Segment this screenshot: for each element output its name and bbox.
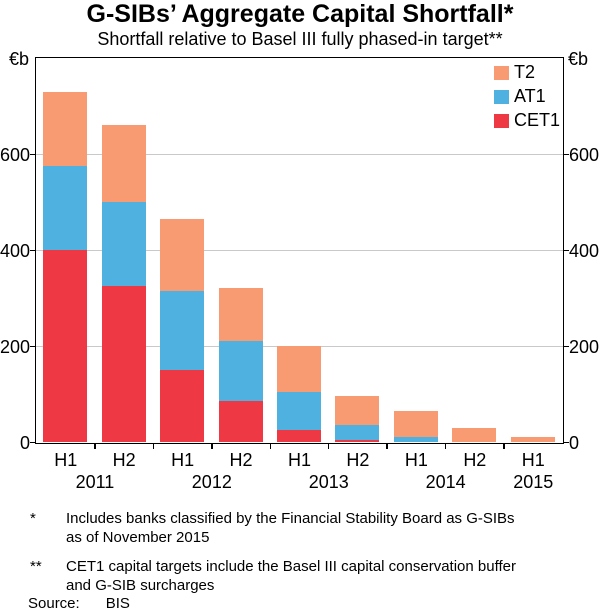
- footnote-text-line: as of November 2015: [66, 529, 210, 546]
- bar-3-t2-segment: [160, 218, 205, 291]
- x-category-label: H1: [287, 450, 311, 470]
- x-category-label: H2: [229, 450, 253, 470]
- bar-4-cet1-segment: [218, 401, 263, 442]
- footnote-text-line: Includes banks classified by the Financi…: [66, 510, 515, 527]
- y-tick-label-left: 200: [0, 336, 31, 357]
- legend-label: T2: [513, 62, 535, 82]
- y-tick-mark-right: [564, 153, 569, 156]
- bar-4-t2-segment: [218, 288, 263, 342]
- bar-5-cet1-segment: [277, 430, 321, 442]
- x-category-label: H2: [463, 450, 487, 470]
- bar-4-at1-segment: [218, 341, 263, 402]
- bar-6-at1-segment: [335, 425, 380, 440]
- x-tick-mark: [503, 444, 505, 449]
- y-axis-unit-right: €b: [568, 49, 589, 69]
- source-label: Source:: [28, 595, 80, 612]
- gridline-600: [36, 153, 563, 155]
- legend-item-cet1: CET1: [493, 110, 560, 130]
- x-year-label: 2015: [513, 472, 554, 492]
- x-category-label: H1: [404, 450, 428, 470]
- x-year-label: 2012: [191, 472, 232, 492]
- x-year-label: 2013: [308, 472, 349, 492]
- y-axis-unit-left: €b: [9, 49, 30, 69]
- bar-9-t2-segment: [510, 437, 555, 442]
- legend-swatch-cet1: [493, 113, 509, 128]
- chart-subtitle: Shortfall relative to Basel III fully ph…: [97, 29, 503, 49]
- footnote-2: ** CET1 capital targets include the Base…: [0, 557, 600, 595]
- y-tick-mark-right: [564, 345, 569, 348]
- legend-swatch-t2: [493, 65, 509, 80]
- x-year-label: 2011: [75, 472, 115, 492]
- bar-6-cet1-segment: [335, 439, 380, 442]
- bar-8-t2-segment: [452, 427, 497, 442]
- y-tick-mark-left: [30, 441, 35, 444]
- bar-1-t2-segment: [43, 91, 88, 166]
- bar-3-cet1-segment: [160, 370, 205, 442]
- x-tick-mark: [269, 444, 272, 449]
- bar-1-cet1-segment: [43, 250, 88, 442]
- y-tick-mark-right: [564, 249, 569, 252]
- x-tick-mark: [444, 444, 447, 449]
- chart-title: G-SIBs’ Aggregate Capital Shortfall*: [86, 0, 514, 28]
- plot-area: T2 AT1 CET1: [35, 57, 564, 444]
- bar-2-cet1-segment: [101, 286, 146, 442]
- x-category-label: H2: [112, 450, 136, 470]
- y-tick-mark-left: [30, 345, 35, 348]
- bar-5-at1-segment: [277, 391, 321, 430]
- x-tick-mark: [211, 444, 213, 449]
- x-tick-mark: [152, 444, 155, 449]
- y-tick-label-left: 600: [0, 144, 31, 165]
- x-tick-mark: [94, 444, 96, 449]
- legend-label: AT1: [513, 86, 546, 106]
- legend-item-at1: AT1: [493, 86, 560, 106]
- legend-item-t2: T2: [493, 62, 560, 82]
- legend: T2 AT1 CET1: [493, 62, 560, 137]
- x-category-label: H2: [346, 450, 370, 470]
- y-tick-mark-left: [30, 249, 35, 252]
- footnote-marker: **: [30, 558, 42, 575]
- x-tick-mark: [386, 444, 388, 449]
- footnote-text-line: CET1 capital targets include the Basel I…: [66, 558, 516, 575]
- gridline-400: [36, 249, 563, 251]
- y-tick-label-right: 0: [569, 432, 580, 453]
- x-category-label: H1: [171, 450, 195, 470]
- y-tick-label-right: 600: [569, 144, 600, 165]
- bar-2-at1-segment: [101, 202, 146, 286]
- x-category-label: H1: [54, 450, 78, 470]
- x-category-label: H1: [521, 450, 545, 470]
- bar-6-t2-segment: [335, 396, 380, 426]
- footnote-1: * Includes banks classified by the Finan…: [0, 509, 600, 547]
- bar-2-t2-segment: [101, 125, 146, 202]
- y-tick-mark-right: [564, 441, 569, 444]
- footnote-marker: *: [30, 510, 36, 527]
- bar-3-at1-segment: [160, 290, 205, 370]
- bar-7-t2-segment: [393, 410, 438, 438]
- y-tick-mark-left: [30, 153, 35, 156]
- y-tick-label-left: 400: [0, 240, 31, 261]
- x-year-label: 2014: [425, 472, 466, 492]
- bar-1-at1-segment: [43, 166, 88, 250]
- legend-label: CET1: [513, 110, 560, 130]
- source-value: BIS: [105, 595, 130, 612]
- y-tick-label-right: 200: [569, 336, 600, 357]
- bar-5-t2-segment: [277, 346, 321, 392]
- legend-swatch-at1: [493, 89, 509, 104]
- y-tick-label-right: 400: [569, 240, 600, 261]
- source-line: Source: BIS: [28, 595, 130, 613]
- footnotes: * Includes banks classified by the Finan…: [0, 509, 600, 605]
- y-tick-label-left: 0: [19, 432, 30, 453]
- footnote-text-line: and G-SIB surcharges: [66, 577, 215, 594]
- bar-7-at1-segment: [393, 437, 438, 442]
- x-tick-mark: [327, 444, 330, 449]
